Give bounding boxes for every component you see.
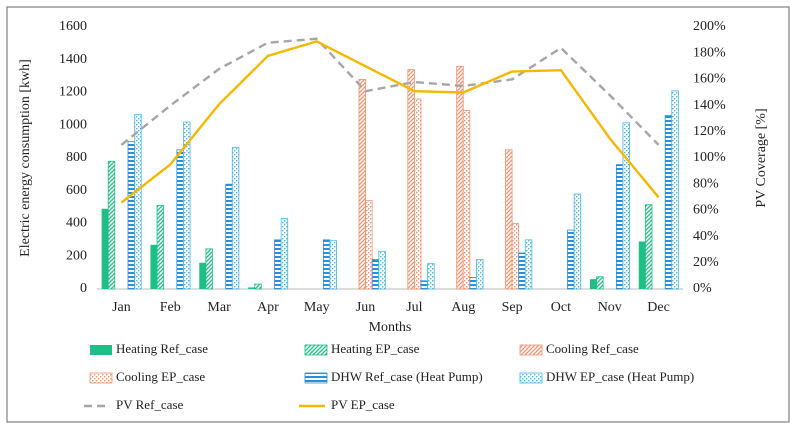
bar — [365, 200, 373, 290]
bar — [205, 248, 213, 290]
bar — [280, 218, 289, 290]
bar — [274, 239, 282, 290]
x-tick-label: Nov — [598, 300, 622, 315]
x-tick-label: Dec — [647, 300, 670, 315]
bar — [622, 122, 630, 290]
bar — [225, 183, 233, 290]
y-tick-label: 1600 — [59, 19, 87, 34]
bar — [615, 164, 624, 290]
bar — [456, 65, 464, 290]
bar — [567, 229, 575, 290]
bar — [231, 146, 240, 290]
legend-label: PV Ref_case — [116, 397, 184, 412]
x-tick-label: Apr — [257, 300, 279, 315]
bar — [101, 208, 109, 289]
legend-swatch — [90, 345, 112, 355]
bar — [505, 149, 513, 290]
y-axis-title: Electric energy consumption [kwh] — [18, 59, 33, 257]
legend-label: Heating Ref_case — [116, 341, 208, 356]
bar — [462, 110, 471, 290]
bar — [248, 287, 255, 289]
y-tick-label: 1200 — [59, 85, 87, 100]
bar — [183, 121, 191, 290]
legend-label: Cooling Ref_case — [546, 341, 639, 356]
x-tick-label: Jan — [112, 300, 131, 315]
legend-swatch — [519, 372, 543, 384]
bar — [322, 239, 331, 290]
x-tick-label: May — [304, 300, 330, 315]
bar — [371, 259, 380, 290]
y-tick-label: 200 — [66, 248, 87, 263]
y2-tick-label: 20% — [693, 255, 719, 270]
y-tick-label: 0 — [80, 281, 87, 296]
bar — [176, 149, 184, 290]
line-series — [120, 37, 660, 146]
bar — [427, 263, 435, 290]
bar — [644, 204, 653, 290]
y-tick-label: 400 — [66, 216, 87, 231]
legend-label: PV EP_case — [331, 397, 395, 412]
bar — [199, 262, 206, 289]
bar — [414, 98, 422, 290]
y2-tick-label: 200% — [693, 19, 726, 34]
x-tick-label: Oct — [551, 300, 571, 315]
bar — [518, 252, 526, 290]
y2-tick-label: 0% — [693, 281, 712, 296]
bar — [134, 114, 142, 290]
y2-tick-label: 100% — [693, 150, 726, 165]
y2-tick-label: 160% — [693, 72, 726, 87]
legend-label: DHW EP_case (Heat Pump) — [546, 369, 694, 384]
y2-tick-label: 60% — [693, 203, 719, 218]
bar — [638, 241, 646, 289]
bar — [358, 79, 366, 290]
bar — [476, 259, 484, 290]
legend-swatch — [304, 344, 328, 356]
bar — [254, 283, 262, 290]
legend-swatch — [89, 372, 113, 384]
bar — [127, 141, 136, 290]
y-tick-label: 1400 — [59, 52, 87, 67]
x-tick-label: Mar — [207, 300, 231, 315]
x-tick-label: Sep — [502, 300, 523, 315]
chart-border — [6, 6, 790, 423]
bar — [469, 277, 477, 290]
x-tick-label: Feb — [160, 300, 181, 315]
bar — [156, 205, 165, 290]
x-tick-label: Jul — [406, 300, 422, 315]
y2-tick-label: 40% — [693, 229, 719, 244]
bar — [524, 239, 533, 290]
x-tick-label: Aug — [451, 300, 475, 315]
y-tick-label: 800 — [66, 150, 87, 165]
bar — [329, 240, 337, 290]
legend-label: Cooling EP_case — [116, 369, 205, 384]
bar — [664, 115, 673, 290]
line-series — [120, 40, 660, 204]
bar — [573, 193, 582, 290]
y2-tick-label: 180% — [693, 45, 726, 60]
y2-tick-label: 80% — [693, 176, 719, 191]
y2-tick-label: 120% — [693, 124, 726, 139]
bar — [596, 276, 604, 290]
bar — [671, 90, 679, 290]
legend-label: Heating EP_case — [331, 341, 420, 356]
y2-axis-title: PV Coverage [%] — [754, 108, 769, 207]
x-tick-label: Jun — [356, 300, 375, 315]
bar — [150, 244, 158, 289]
legend-label: DHW Ref_case (Heat Pump) — [331, 369, 483, 384]
y2-tick-label: 140% — [693, 98, 726, 113]
bar — [107, 160, 116, 290]
legend-swatch — [519, 344, 543, 356]
x-axis-title: Months — [369, 320, 412, 335]
y-tick-label: 600 — [66, 183, 87, 198]
bar — [420, 280, 429, 290]
bar — [378, 250, 386, 290]
legend-swatch — [304, 372, 328, 384]
y-tick-label: 1000 — [59, 117, 87, 132]
bar — [589, 279, 597, 289]
bar — [511, 223, 520, 290]
bar — [407, 69, 415, 290]
